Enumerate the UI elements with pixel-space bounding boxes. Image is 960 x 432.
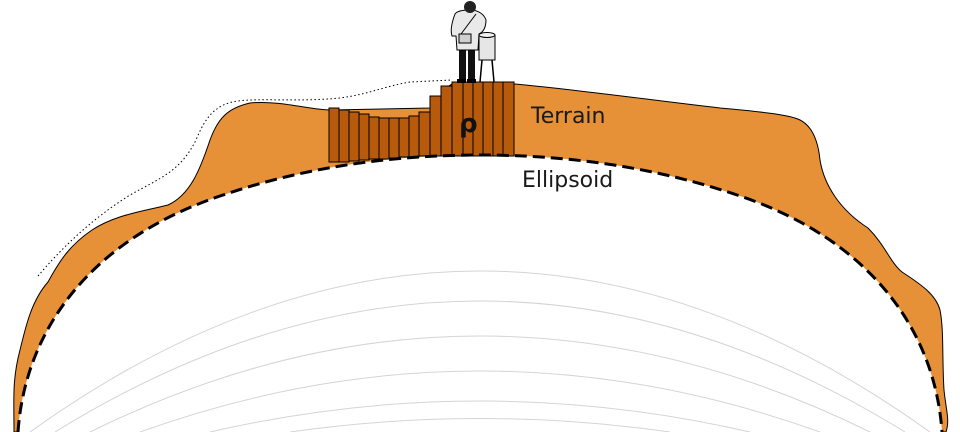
person-bag-strap: [460, 13, 477, 35]
terrain-label: Terrain: [530, 104, 605, 129]
density-symbol: ρ: [459, 109, 478, 139]
prism: [418, 111, 431, 157]
prism: [502, 81, 515, 157]
person-shoe-left: [457, 79, 466, 83]
prism: [348, 111, 360, 162]
instrument-leg-left: [479, 59, 483, 83]
person-leg-left: [459, 48, 466, 80]
prism: [492, 81, 504, 157]
prism: [408, 115, 420, 158]
prism: [429, 95, 442, 157]
guide-arc-d: [139, 370, 821, 432]
ellipsoid-line: [16, 153, 944, 432]
guide-arc-e: [209, 400, 751, 432]
guide-arc-f: [289, 418, 671, 432]
person-with-instrument-icon: [450, 1, 496, 83]
prism: [338, 109, 350, 163]
prism: [328, 107, 340, 163]
prism: [378, 117, 390, 160]
prism: [358, 113, 370, 161]
person-head: [464, 1, 476, 13]
ellipsoid-label: Ellipsoid: [522, 168, 613, 193]
ellipsoid-interior: [18, 155, 942, 432]
prism: [368, 116, 380, 160]
guide-arc-b: [54, 300, 906, 432]
prism: [482, 81, 494, 157]
prism-columns: [328, 81, 515, 163]
prism: [440, 85, 453, 157]
prism: [398, 117, 410, 158]
person-shoe-right: [467, 79, 476, 83]
instrument-body: [478, 34, 496, 61]
instrument-leg-right: [491, 59, 495, 83]
guide-arc-c: [89, 335, 871, 432]
prism: [388, 117, 400, 159]
person-bag: [458, 33, 472, 44]
person-leg-right: [468, 48, 475, 80]
dotted-envelope: [37, 79, 453, 277]
guide-arc-a: [29, 270, 931, 432]
guide-arcs-visible: [29, 270, 931, 432]
